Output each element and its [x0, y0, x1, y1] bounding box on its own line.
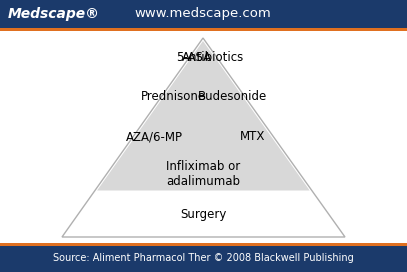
Polygon shape — [147, 77, 259, 117]
Polygon shape — [119, 117, 287, 156]
Text: Prednisone: Prednisone — [141, 90, 206, 103]
Polygon shape — [94, 38, 313, 192]
Polygon shape — [175, 38, 231, 77]
Text: MTX: MTX — [239, 130, 265, 143]
Text: Source: Aliment Pharmacol Ther © 2008 Blackwell Publishing: Source: Aliment Pharmacol Ther © 2008 Bl… — [53, 253, 353, 263]
Text: 5-ASA: 5-ASA — [176, 51, 211, 64]
Text: www.medscape.com: www.medscape.com — [135, 8, 271, 20]
Text: Infliximab or
adalimumab: Infliximab or adalimumab — [166, 160, 240, 188]
Text: Antibiotics: Antibiotics — [182, 51, 244, 64]
Text: Budesonide: Budesonide — [198, 90, 267, 103]
Text: Medscape®: Medscape® — [8, 7, 100, 21]
Text: Surgery: Surgery — [180, 208, 226, 221]
Bar — [0, 243, 407, 246]
Bar — [0, 28, 407, 31]
Bar — [0, 245, 407, 272]
Polygon shape — [94, 156, 313, 192]
Text: AZA/6-MP: AZA/6-MP — [126, 130, 183, 143]
Bar — [0, 0, 407, 28]
